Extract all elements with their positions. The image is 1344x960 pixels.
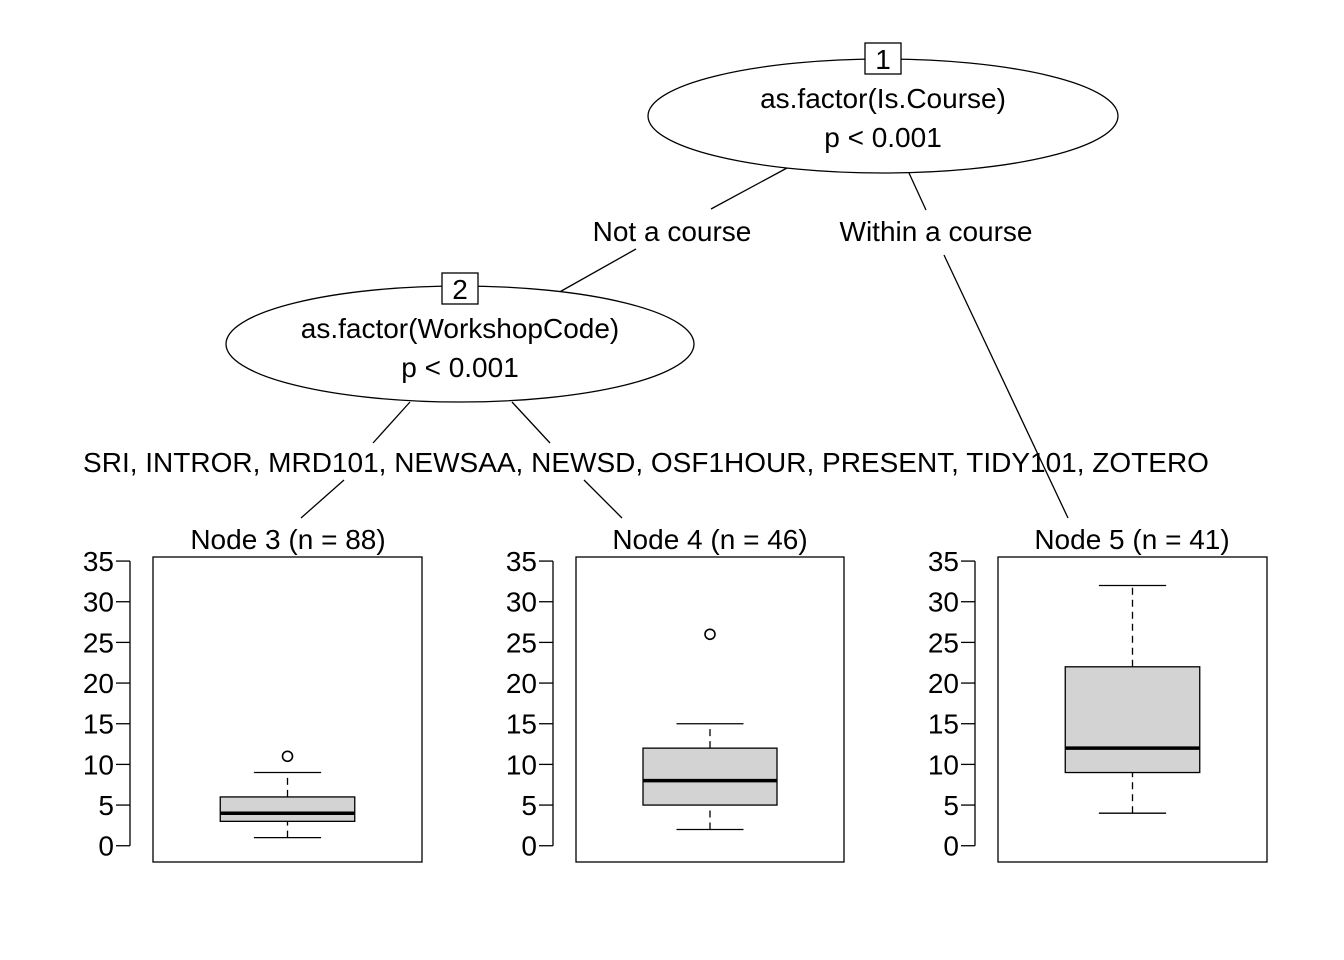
edge-label: SRI, INTROR, MRD101, NEWSAA, NEWSD, OSF1… xyxy=(83,447,1209,478)
edge-line xyxy=(943,254,1069,519)
node-split-variable: as.factor(Is.Course) xyxy=(760,83,1006,114)
node-id-box xyxy=(864,42,902,75)
boxplot xyxy=(642,628,778,831)
y-tick-label: 35 xyxy=(506,546,537,577)
node-id-label: 2 xyxy=(452,274,468,305)
edge-1-5: Within a course xyxy=(840,172,1069,519)
edge-line xyxy=(372,401,411,444)
panel-title: Node 5 (n = 41) xyxy=(1034,524,1229,555)
panel-frame xyxy=(152,556,423,863)
outlier-point xyxy=(704,628,716,641)
y-tick-label: 0 xyxy=(98,831,114,862)
iqr-box xyxy=(1064,666,1201,774)
inner-node-1: as.factor(Is.Course) p < 0.001 1 xyxy=(647,42,1119,174)
tree-edges: Not a course Within a course SRI, INTROR, … xyxy=(83,167,1209,519)
edge-line xyxy=(555,248,637,295)
y-tick-label: 0 xyxy=(943,831,959,862)
y-tick-label: 10 xyxy=(506,749,537,780)
y-tick-label: 5 xyxy=(521,790,537,821)
edge-2-4 xyxy=(511,401,623,519)
edge-line xyxy=(300,479,345,519)
boxplot xyxy=(219,750,356,839)
y-tick-label: 20 xyxy=(506,668,537,699)
y-tick-label: 10 xyxy=(928,749,959,780)
edge-label: Not a course xyxy=(593,216,752,247)
node-split-variable: as.factor(WorkshopCode) xyxy=(301,313,620,344)
terminal-node-5: Node 5 (n = 41) 0 5 10 15 20 25 30 35 xyxy=(928,524,1268,863)
y-tick-label: 25 xyxy=(506,627,537,658)
panel-frame xyxy=(575,556,845,863)
outlier-point xyxy=(281,750,294,763)
y-tick-label: 30 xyxy=(506,587,537,618)
y-tick-label: 20 xyxy=(83,668,114,699)
node-id-label: 1 xyxy=(875,44,891,75)
node-p-value: p < 0.001 xyxy=(824,122,942,153)
iqr-box xyxy=(219,796,356,822)
panel-frame xyxy=(997,556,1268,863)
edge-1-2: Not a course xyxy=(555,167,788,295)
edge-label: Within a course xyxy=(840,216,1033,247)
y-tick-label: 20 xyxy=(928,668,959,699)
inner-node-2: as.factor(WorkshopCode) p < 0.001 2 xyxy=(225,272,695,403)
y-tick-label: 25 xyxy=(83,627,114,658)
edge-line xyxy=(908,172,927,211)
terminal-node-3: Node 3 (n = 88) 0 5 10 15 20 25 30 35 xyxy=(83,524,423,863)
inner-nodes: as.factor(Is.Course)p < 0.0011as.factor(… xyxy=(225,42,1119,403)
edge-line xyxy=(583,479,623,519)
node-id-box xyxy=(441,272,479,305)
y-tick-label: 5 xyxy=(943,790,959,821)
boxplot xyxy=(1064,584,1201,814)
edge-2-3: SRI, INTROR, MRD101, NEWSAA, NEWSD, OSF1… xyxy=(83,401,1209,519)
terminal-node-4: Node 4 (n = 46) 0 5 10 15 20 25 30 35 xyxy=(506,524,845,863)
edge-line xyxy=(710,167,788,210)
iqr-box xyxy=(642,747,778,806)
panel-title: Node 4 (n = 46) xyxy=(612,524,807,555)
node-p-value: p < 0.001 xyxy=(401,352,519,383)
y-tick-label: 5 xyxy=(98,790,114,821)
y-tick-label: 15 xyxy=(928,709,959,740)
y-tick-label: 0 xyxy=(521,831,537,862)
edge-line xyxy=(511,401,551,444)
y-tick-label: 35 xyxy=(928,546,959,577)
y-tick-label: 10 xyxy=(83,749,114,780)
panel-title: Node 3 (n = 88) xyxy=(190,524,385,555)
y-tick-label: 30 xyxy=(928,587,959,618)
y-tick-label: 30 xyxy=(83,587,114,618)
y-tick-label: 15 xyxy=(83,709,114,740)
y-tick-label: 25 xyxy=(928,627,959,658)
y-tick-label: 15 xyxy=(506,709,537,740)
y-tick-label: 35 xyxy=(83,546,114,577)
node-ellipse xyxy=(647,58,1119,174)
